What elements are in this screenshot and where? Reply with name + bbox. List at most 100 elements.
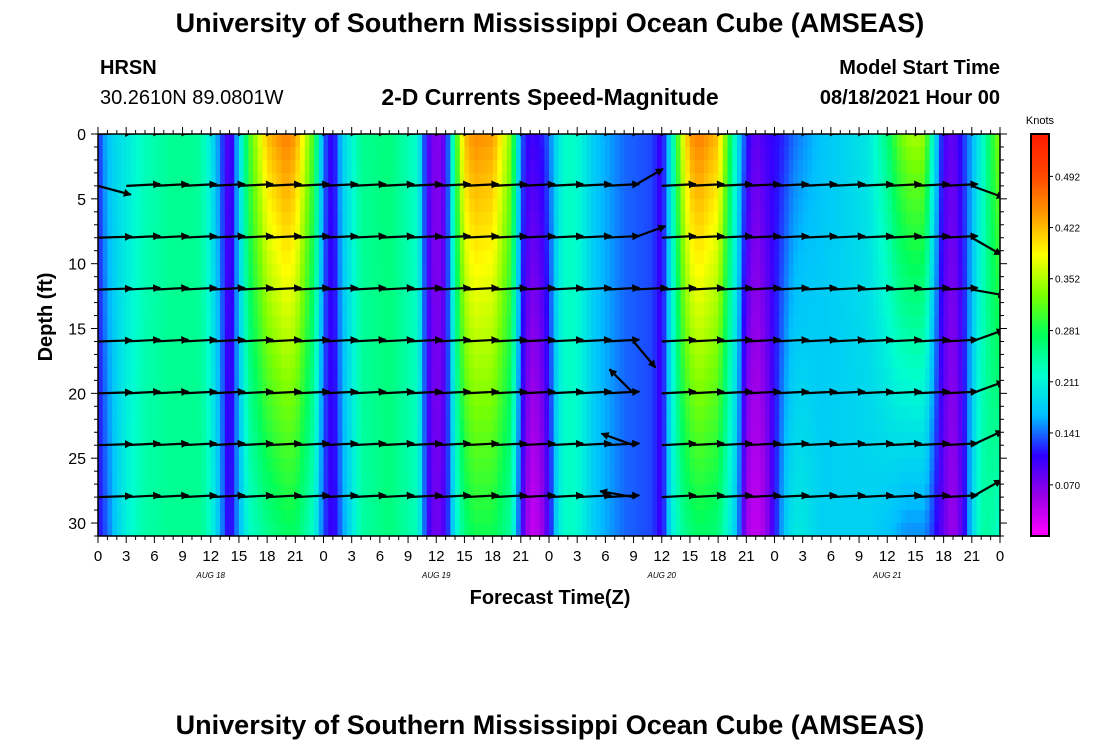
heatmap-cell: [187, 134, 193, 148]
heatmap-cell: [140, 263, 146, 278]
heatmap-cell: [812, 134, 818, 148]
heatmap-cell: [492, 445, 498, 459]
heatmap-cell: [732, 419, 738, 433]
heatmap-cell: [403, 276, 409, 291]
heatmap-cell: [191, 328, 198, 343]
heatmap-cell: [802, 523, 808, 536]
heatmap-cell: [713, 354, 719, 369]
heatmap-cell: [262, 250, 268, 265]
heatmap-cell: [849, 134, 855, 148]
heatmap-cell: [130, 315, 137, 330]
heatmap-cell: [628, 510, 635, 524]
heatmap-cell: [647, 341, 653, 356]
heatmap-cell: [638, 263, 644, 278]
heatmap-cell: [661, 510, 668, 524]
heatmap-cell: [342, 185, 348, 200]
heatmap-cell: [440, 172, 447, 187]
heatmap-cell: [337, 263, 343, 278]
heatmap-cell: [694, 354, 700, 369]
heatmap-cell: [337, 497, 343, 511]
heatmap-cell: [821, 328, 827, 343]
heatmap-cell: [844, 224, 851, 239]
heatmap-cell: [849, 367, 855, 381]
heatmap-cell: [159, 198, 165, 213]
heatmap-cell: [614, 237, 621, 252]
heatmap-cell: [638, 471, 644, 485]
heatmap-cell: [610, 134, 616, 148]
heatmap-cell: [642, 250, 649, 265]
heatmap-cell: [234, 250, 240, 265]
heatmap-cell: [755, 523, 762, 536]
heatmap-cell: [483, 445, 489, 459]
heatmap-cell: [577, 237, 583, 252]
heatmap-cell: [168, 341, 174, 356]
heatmap-cell: [257, 406, 264, 420]
heatmap-cell: [675, 237, 682, 252]
heatmap-cell: [694, 159, 700, 174]
heatmap-cell: [440, 185, 447, 200]
heatmap-cell: [267, 380, 273, 394]
heatmap-cell: [168, 380, 174, 394]
heatmap-cell: [116, 250, 123, 265]
heatmap-cell: [760, 159, 766, 174]
heatmap-cell: [262, 419, 268, 433]
heatmap-cell: [389, 198, 395, 213]
heatmap-cell: [267, 367, 273, 381]
heatmap-cell: [365, 354, 372, 369]
heatmap-cell: [210, 237, 217, 252]
heatmap-cell: [295, 328, 301, 343]
heatmap-cell: [610, 289, 616, 304]
heatmap-cell: [600, 445, 606, 459]
heatmap-cell: [356, 263, 362, 278]
heatmap-cell: [384, 250, 390, 265]
heatmap-cell: [487, 302, 494, 317]
heatmap-cell: [718, 237, 724, 252]
heatmap-cell: [563, 159, 569, 174]
heatmap-cell: [267, 172, 273, 187]
heatmap-cell: [365, 237, 372, 252]
heatmap-cell: [849, 380, 855, 394]
heatmap-cell: [323, 172, 329, 187]
heatmap-cell: [436, 432, 442, 446]
heatmap-cell: [595, 159, 602, 174]
heatmap-cell: [356, 146, 362, 161]
heatmap-cell: [436, 367, 442, 381]
heatmap-cell: [671, 419, 677, 433]
heatmap-cell: [675, 445, 682, 459]
heatmap-cell: [102, 367, 108, 381]
heatmap-cell: [112, 341, 118, 356]
heatmap-cell: [802, 315, 808, 330]
heatmap-cell: [689, 237, 696, 252]
heatmap-cell: [342, 523, 348, 536]
heatmap-cell: [821, 198, 827, 213]
heatmap-cell: [135, 263, 141, 278]
heatmap-cell: [121, 367, 127, 381]
heatmap-cell: [802, 406, 808, 420]
heatmap-cell: [483, 510, 489, 524]
heatmap-cell: [525, 198, 531, 213]
heatmap-cell: [130, 250, 137, 265]
heatmap-cell: [196, 250, 202, 265]
heatmap-cell: [300, 172, 306, 187]
heatmap-cell: [445, 224, 451, 239]
heatmap-cell: [210, 510, 217, 524]
heatmap-cell: [675, 302, 682, 317]
heatmap-cell: [821, 510, 827, 524]
heatmap-cell: [346, 289, 353, 304]
heatmap-cell: [318, 302, 325, 317]
heatmap-cell: [469, 172, 475, 187]
heatmap-cell: [821, 134, 827, 148]
heatmap-cell: [412, 406, 419, 420]
heatmap-cell: [783, 146, 790, 161]
heatmap-cell: [206, 406, 212, 420]
heatmap-cell: [849, 211, 855, 226]
heatmap-cell: [638, 211, 644, 226]
heatmap-cell: [826, 341, 832, 356]
heatmap-cell: [140, 432, 146, 446]
heatmap-cell: [553, 328, 559, 343]
heatmap-cell: [713, 237, 719, 252]
heatmap-cell: [699, 172, 705, 187]
heatmap-cell: [614, 211, 621, 226]
heatmap-cell: [539, 432, 545, 446]
heatmap-cell: [680, 380, 686, 394]
